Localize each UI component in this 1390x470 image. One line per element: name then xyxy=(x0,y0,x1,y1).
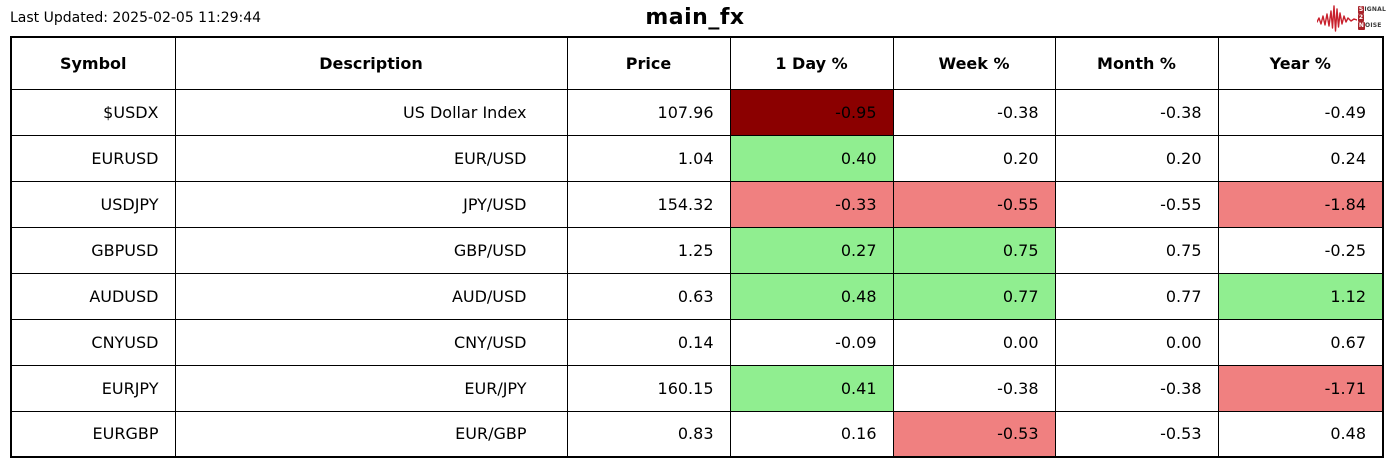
symbol-cell: EURJPY xyxy=(10,364,176,412)
fx-table-header: Symbol Description Price 1 Day % Week % … xyxy=(10,36,1384,90)
price-cell: 160.15 xyxy=(566,364,731,412)
price-cell: 154.32 xyxy=(566,180,731,228)
description-cell: EUR/USD xyxy=(174,134,568,182)
1day-change-cell: -0.09 xyxy=(729,318,894,366)
1day-change-cell: 0.48 xyxy=(729,272,894,320)
week-change-cell: 0.75 xyxy=(892,226,1056,274)
month-change-cell: 0.77 xyxy=(1054,272,1219,320)
1day-change-cell: -0.95 xyxy=(729,88,894,136)
description-cell: CNY/USD xyxy=(174,318,568,366)
fx-table: Symbol Description Price 1 Day % Week % … xyxy=(10,36,1384,458)
1day-change-cell: 0.41 xyxy=(729,364,894,412)
1day-change-cell: -0.33 xyxy=(729,180,894,228)
symbol-cell: GBPUSD xyxy=(10,226,176,274)
year-change-cell: -1.84 xyxy=(1217,180,1384,228)
week-change-cell: 0.00 xyxy=(892,318,1056,366)
symbol-cell: EURUSD xyxy=(10,134,176,182)
month-change-cell: -0.55 xyxy=(1054,180,1219,228)
price-cell: 1.04 xyxy=(566,134,731,182)
table-row: USDJPY JPY/USD 154.32 -0.33 -0.55 -0.55 -1.84 xyxy=(10,180,1384,228)
month-change-cell: 0.20 xyxy=(1054,134,1219,182)
description-cell: EUR/GBP xyxy=(174,410,568,458)
signal-waveform-icon xyxy=(1316,5,1357,32)
fx-table-body: $USDX US Dollar Index 107.96 -0.95 -0.38 -0.3… xyxy=(10,88,1384,458)
symbol-cell: USDJPY xyxy=(10,180,176,228)
price-cell: 107.96 xyxy=(566,88,731,136)
table-row: CNYUSD CNY/USD 0.14 -0.09 0.00 0.00 0.67 xyxy=(10,318,1384,366)
symbol-cell: AUDUSD xyxy=(10,272,176,320)
logo-noise-rest: OISE xyxy=(1365,22,1382,29)
year-change-cell: 0.67 xyxy=(1217,318,1384,366)
price-cell: 0.63 xyxy=(566,272,731,320)
table-row: EURGBP EUR/GBP 0.83 0.16 -0.53 -0.53 0.48 xyxy=(10,410,1384,458)
logo-letter-2: 2 xyxy=(1357,14,1365,22)
year-change-cell: -0.25 xyxy=(1217,226,1384,274)
week-change-cell: -0.55 xyxy=(892,180,1056,228)
logo-letter-n: N xyxy=(1357,22,1366,30)
year-change-cell: 0.48 xyxy=(1217,410,1384,458)
logo-line-2: 2 xyxy=(1357,14,1386,22)
price-cell: 0.83 xyxy=(566,410,731,458)
column-header-description: Description xyxy=(174,36,568,90)
table-row: EURJPY EUR/JPY 160.15 0.41 -0.38 -0.38 -1.71 xyxy=(10,364,1384,412)
column-header-symbol: Symbol xyxy=(10,36,176,90)
1day-change-cell: 0.16 xyxy=(729,410,894,458)
logo-signal-rest: IGNAL xyxy=(1364,6,1386,13)
logo-line-signal: SIGNAL xyxy=(1357,6,1386,14)
1day-change-cell: 0.40 xyxy=(729,134,894,182)
month-change-cell: -0.53 xyxy=(1054,410,1219,458)
week-change-cell: -0.53 xyxy=(892,410,1056,458)
column-header-price: Price xyxy=(566,36,731,90)
month-change-cell: 0.00 xyxy=(1054,318,1219,366)
logo-letter-s: S xyxy=(1357,6,1365,14)
symbol-cell: CNYUSD xyxy=(10,318,176,366)
year-change-cell: 1.12 xyxy=(1217,272,1384,320)
description-cell: AUD/USD xyxy=(174,272,568,320)
month-change-cell: -0.38 xyxy=(1054,364,1219,412)
description-cell: US Dollar Index xyxy=(174,88,568,136)
symbol-cell: EURGBP xyxy=(10,410,176,458)
week-change-cell: 0.77 xyxy=(892,272,1056,320)
column-header-1day: 1 Day % xyxy=(729,36,894,90)
column-header-year: Year % xyxy=(1217,36,1384,90)
week-change-cell: -0.38 xyxy=(892,88,1056,136)
week-change-cell: 0.20 xyxy=(892,134,1056,182)
price-cell: 1.25 xyxy=(566,226,731,274)
table-row: EURUSD EUR/USD 1.04 0.40 0.20 0.20 0.24 xyxy=(10,134,1384,182)
month-change-cell: -0.38 xyxy=(1054,88,1219,136)
column-header-week: Week % xyxy=(892,36,1056,90)
year-change-cell: -1.71 xyxy=(1217,364,1384,412)
column-header-month: Month % xyxy=(1054,36,1219,90)
logo-text: SIGNAL 2 NOISE xyxy=(1357,6,1386,30)
signal2noise-logo: SIGNAL 2 NOISE xyxy=(1316,3,1386,33)
description-cell: JPY/USD xyxy=(174,180,568,228)
table-row: AUDUSD AUD/USD 0.63 0.48 0.77 0.77 1.12 xyxy=(10,272,1384,320)
top-bar: Last Updated: 2025-02-05 11:29:44 main_f… xyxy=(0,0,1390,36)
1day-change-cell: 0.27 xyxy=(729,226,894,274)
last-updated-text: Last Updated: 2025-02-05 11:29:44 xyxy=(10,10,262,26)
description-cell: GBP/USD xyxy=(174,226,568,274)
page-title: main_fx xyxy=(645,5,745,30)
month-change-cell: 0.75 xyxy=(1054,226,1219,274)
symbol-cell: $USDX xyxy=(10,88,176,136)
year-change-cell: -0.49 xyxy=(1217,88,1384,136)
week-change-cell: -0.38 xyxy=(892,364,1056,412)
table-row: $USDX US Dollar Index 107.96 -0.95 -0.38 -0.3… xyxy=(10,88,1384,136)
description-cell: EUR/JPY xyxy=(174,364,568,412)
year-change-cell: 0.24 xyxy=(1217,134,1384,182)
header-row: Symbol Description Price 1 Day % Week % … xyxy=(10,36,1384,90)
price-cell: 0.14 xyxy=(566,318,731,366)
logo-line-noise: NOISE xyxy=(1357,22,1386,30)
table-row: GBPUSD GBP/USD 1.25 0.27 0.75 0.75 -0.25 xyxy=(10,226,1384,274)
